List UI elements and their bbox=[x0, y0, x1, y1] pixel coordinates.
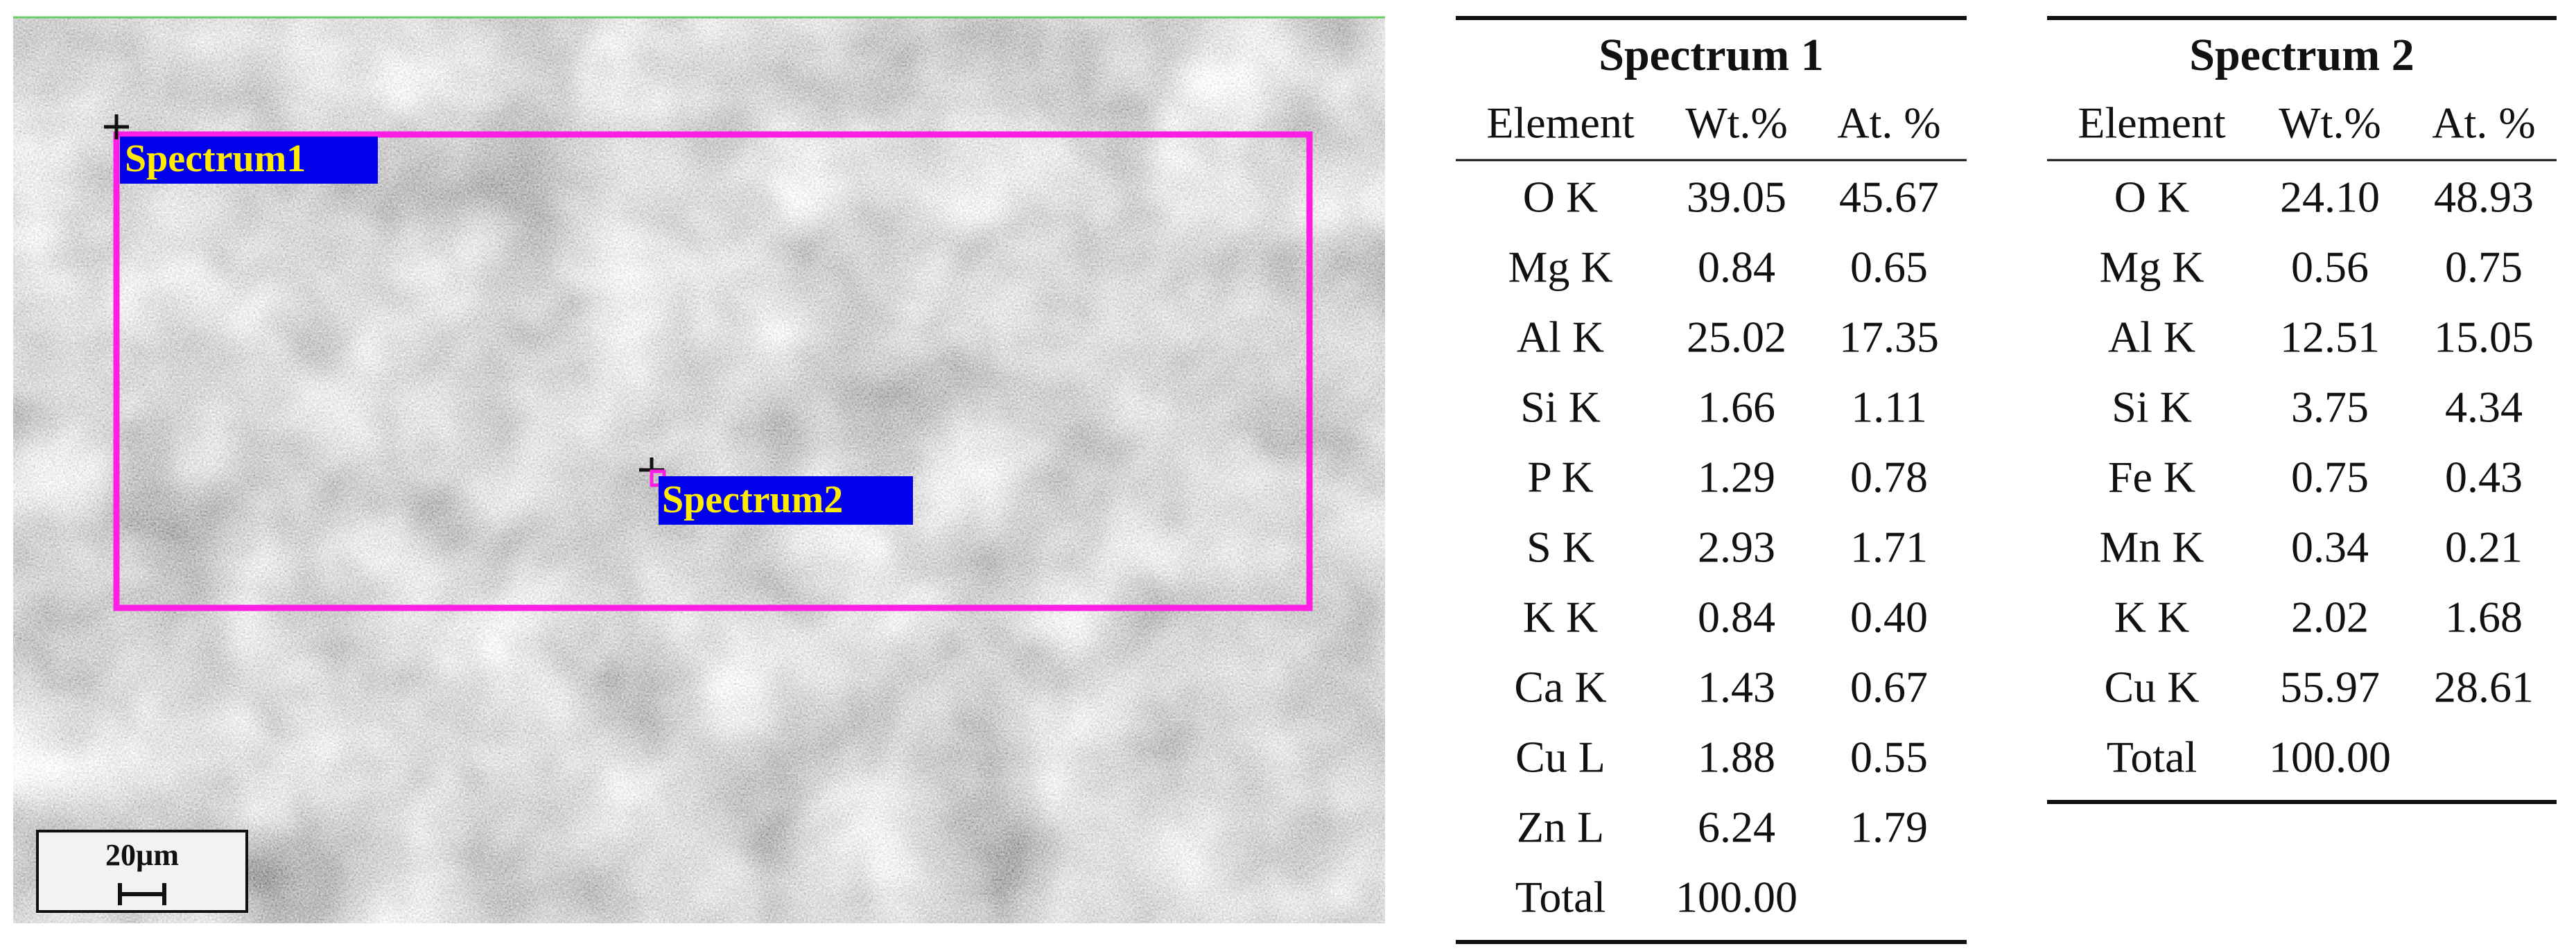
table-cell: 0.75 bbox=[2445, 243, 2523, 292]
table-cell: 0.84 bbox=[1698, 593, 1775, 642]
table-cell: 100.00 bbox=[1676, 873, 1798, 922]
table-cell: S K bbox=[1526, 523, 1594, 572]
table-title: Spectrum 1 bbox=[1599, 30, 1823, 80]
table-cell: 1.11 bbox=[1851, 383, 1927, 432]
table-cell: Mg K bbox=[2099, 243, 2204, 292]
table-cell: Ca K bbox=[1514, 663, 1606, 712]
table-cell: Mg K bbox=[1508, 243, 1612, 292]
table-cell: 15.05 bbox=[2434, 313, 2534, 362]
table-cell: 17.35 bbox=[1839, 313, 1939, 362]
table-cell: 1.29 bbox=[1698, 453, 1775, 502]
table-cell: P K bbox=[1527, 453, 1593, 502]
scale-bar-label: 20µm bbox=[105, 838, 179, 872]
table-cell: Cu L bbox=[1515, 733, 1605, 782]
table-cell: 0.78 bbox=[1850, 453, 1928, 502]
table-cell: Al K bbox=[2108, 313, 2195, 362]
label-box bbox=[659, 476, 913, 525]
table-cell: Zn L bbox=[1517, 803, 1604, 852]
table-cell: 6.24 bbox=[1698, 803, 1775, 852]
table-cell: 4.34 bbox=[2445, 383, 2523, 432]
table-cell: O K bbox=[1523, 173, 1598, 222]
column-header: Element bbox=[2078, 98, 2225, 148]
table-cell: 25.02 bbox=[1687, 313, 1786, 362]
table-cell: 1.43 bbox=[1698, 663, 1775, 712]
column-header: Wt.% bbox=[1685, 98, 1788, 148]
column-header: At. % bbox=[1837, 98, 1940, 148]
scale-bar bbox=[118, 883, 166, 905]
table-cell: O K bbox=[2114, 173, 2189, 222]
spectrum-label: Spectrum1 bbox=[125, 137, 306, 180]
table-cell: 0.21 bbox=[2445, 523, 2523, 572]
table-cell: 1.71 bbox=[1850, 523, 1928, 572]
table-cell: Si K bbox=[2112, 383, 2192, 432]
scale-bar-box bbox=[36, 830, 248, 913]
spectrum1-area bbox=[113, 131, 1313, 611]
table-cell: 0.65 bbox=[1850, 243, 1928, 292]
table-cell: K K bbox=[2114, 593, 2189, 642]
label-box bbox=[120, 137, 378, 184]
column-header: Wt.% bbox=[2279, 98, 2381, 148]
table-title: Spectrum 2 bbox=[2189, 30, 2414, 80]
table-cell: 1.88 bbox=[1698, 733, 1775, 782]
table-cell: Total bbox=[1515, 873, 1606, 922]
table-cell: Si K bbox=[1520, 383, 1601, 432]
table-cell: Fe K bbox=[2108, 453, 2195, 502]
table-cell: Total bbox=[2107, 733, 2198, 782]
table-cell: K K bbox=[1523, 593, 1598, 642]
table-cell: 2.02 bbox=[2291, 593, 2369, 642]
column-header: Element bbox=[1486, 98, 1634, 148]
table-cell: 100.00 bbox=[2269, 733, 2391, 782]
table-cell: 55.97 bbox=[2280, 663, 2380, 712]
table-cell: 2.93 bbox=[1698, 523, 1775, 572]
table-cell: Mn K bbox=[2099, 523, 2204, 572]
table-cell: 12.51 bbox=[2280, 313, 2380, 362]
table-cell: 0.84 bbox=[1698, 243, 1775, 292]
table-cell: 0.40 bbox=[1850, 593, 1928, 642]
table-cell: 28.61 bbox=[2434, 663, 2534, 712]
table-cell: 0.34 bbox=[2291, 523, 2369, 572]
column-header: At. % bbox=[2432, 98, 2535, 148]
table-cell: 0.43 bbox=[2445, 453, 2523, 502]
table-cell: 0.56 bbox=[2291, 243, 2369, 292]
cross-markers bbox=[104, 114, 664, 482]
spectrum-label: Spectrum2 bbox=[662, 478, 843, 521]
table-cell: 0.75 bbox=[2291, 453, 2369, 502]
table-cell: 1.66 bbox=[1698, 383, 1775, 432]
table-cell: 1.79 bbox=[1850, 803, 1928, 852]
table-cell: 45.67 bbox=[1839, 173, 1939, 222]
table-cell: 0.55 bbox=[1850, 733, 1928, 782]
table-cell: 24.10 bbox=[2280, 173, 2380, 222]
table-cell: 1.68 bbox=[2445, 593, 2523, 642]
sem-image: Spectrum1 Spectrum2 20µm bbox=[13, 16, 1385, 923]
table-cell: 0.67 bbox=[1850, 663, 1928, 712]
table-cell: Al K bbox=[1517, 313, 1604, 362]
table-cell: 39.05 bbox=[1687, 173, 1786, 222]
table-cell: Cu K bbox=[2105, 663, 2200, 712]
table-cell: 48.93 bbox=[2434, 173, 2534, 222]
table-cell: 3.75 bbox=[2291, 383, 2369, 432]
